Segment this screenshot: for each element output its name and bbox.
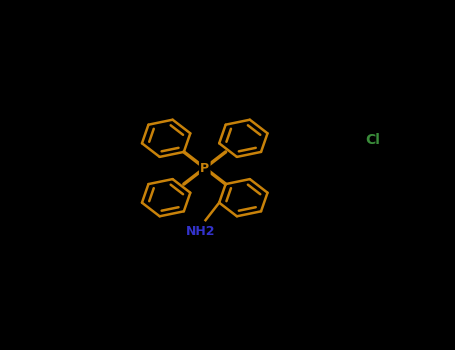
Text: Cl: Cl <box>366 133 380 147</box>
Text: NH2: NH2 <box>186 225 216 238</box>
Text: P: P <box>200 161 209 175</box>
